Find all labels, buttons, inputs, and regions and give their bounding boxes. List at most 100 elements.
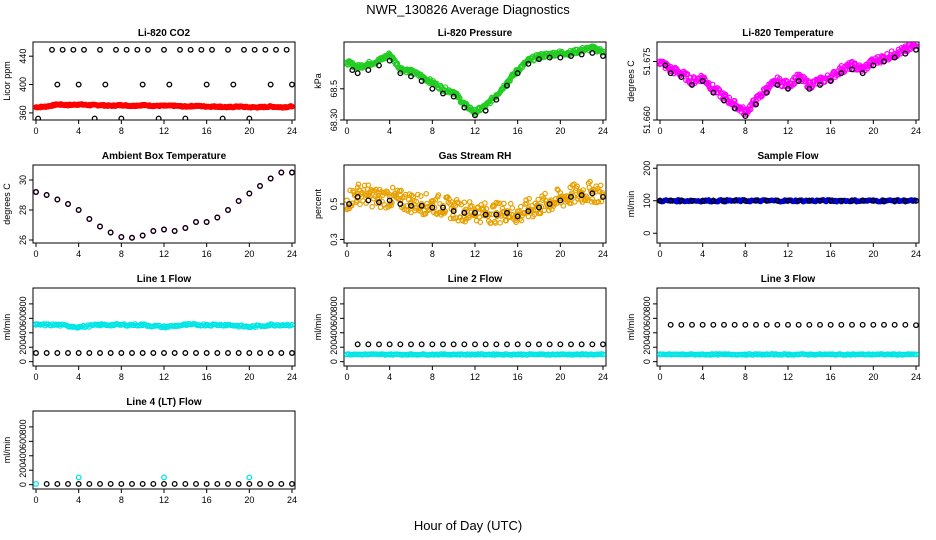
- data-point: [139, 102, 146, 109]
- data-point: [450, 208, 457, 215]
- data-point: [177, 46, 183, 53]
- band-point: [388, 202, 394, 209]
- data-point: [472, 341, 478, 348]
- data-point: [182, 103, 189, 110]
- data-point: [429, 201, 436, 207]
- data-point: [107, 102, 114, 109]
- data-point: [118, 350, 125, 356]
- x-tick-label: 4: [700, 249, 705, 259]
- panel-title: Line 3 Flow: [761, 274, 816, 285]
- y-tick-label: 400: [18, 325, 28, 340]
- series-1: [33, 169, 295, 241]
- x-tick-label: 20: [244, 249, 254, 259]
- data-point: [107, 350, 114, 356]
- data-point: [397, 341, 404, 348]
- data-point: [838, 321, 845, 328]
- data-point: [600, 351, 606, 358]
- y-tick-label: 0: [18, 359, 28, 364]
- data-point: [257, 183, 263, 189]
- band-point: [497, 220, 503, 226]
- data-point: [54, 350, 61, 356]
- data-point: [731, 321, 738, 328]
- data-point: [774, 78, 781, 84]
- data-point: [344, 59, 350, 66]
- data-point: [43, 350, 50, 356]
- data-point: [578, 351, 585, 358]
- data-point: [235, 350, 242, 356]
- series-2: [346, 190, 606, 220]
- data-point: [365, 192, 372, 199]
- data-point: [354, 70, 361, 77]
- band-point: [469, 203, 475, 210]
- series-2: [33, 350, 295, 356]
- band-point: [513, 219, 519, 226]
- data-point: [742, 321, 749, 328]
- panel-10: Line 4 (LT) Flow ml/min 0 4 8 12 16 20 24 0 200400…: [2, 397, 297, 505]
- data-point: [161, 102, 167, 109]
- data-point: [902, 46, 909, 53]
- data-point: [171, 480, 178, 487]
- y-tick-label: 800: [329, 296, 339, 311]
- data-point: [386, 193, 393, 200]
- x-tick-label: 20: [244, 126, 254, 136]
- x-tick-label: 24: [287, 372, 297, 382]
- data-point: [913, 351, 919, 358]
- data-point: [699, 197, 706, 204]
- data-point: [849, 321, 855, 328]
- data-point: [795, 74, 802, 81]
- band-point: [574, 183, 580, 190]
- data-point: [171, 102, 178, 109]
- data-point: [578, 51, 585, 58]
- data-point: [849, 197, 855, 204]
- y-tick-label: 200: [18, 340, 28, 355]
- data-point: [86, 480, 93, 487]
- data-point: [33, 321, 39, 328]
- data-point: [763, 351, 770, 358]
- series-1: [344, 43, 606, 117]
- y-tick-label: 0.3: [329, 233, 339, 246]
- x-tick-label: 8: [119, 372, 124, 382]
- data-point: [568, 193, 574, 200]
- data-point: [678, 70, 685, 77]
- data-point: [699, 351, 706, 358]
- data-point: [289, 81, 295, 88]
- data-point: [65, 480, 71, 487]
- data-point: [246, 350, 253, 356]
- data-point: [376, 341, 382, 348]
- data-point: [267, 321, 274, 328]
- data-point: [817, 321, 823, 328]
- data-point: [257, 350, 263, 356]
- band-point: [509, 205, 516, 211]
- data-point: [667, 321, 674, 328]
- series-2: [33, 169, 295, 241]
- panel-title: Li-820 Pressure: [438, 28, 513, 39]
- x-axis-title: Hour of Day (UTC): [413, 518, 523, 533]
- data-point: [193, 480, 199, 487]
- data-point: [349, 67, 356, 74]
- data-point: [827, 74, 834, 81]
- data-point: [257, 480, 263, 487]
- data-point: [568, 53, 574, 59]
- band-point: [572, 199, 578, 205]
- data-point: [150, 480, 157, 487]
- y-tick-label: 68.30: [329, 109, 339, 132]
- data-point: [440, 204, 446, 211]
- data-point: [75, 480, 82, 487]
- data-point: [166, 81, 173, 88]
- x-tick-label: 16: [202, 495, 212, 505]
- y-tick-label: 360: [18, 105, 28, 120]
- data-point: [742, 197, 749, 204]
- y-axis-label: Licor ppm: [2, 61, 12, 101]
- data-point: [493, 96, 500, 103]
- data-point: [43, 480, 50, 487]
- data-point: [838, 197, 845, 204]
- band-point: [542, 190, 548, 197]
- data-point: [267, 81, 274, 88]
- data-point: [182, 480, 189, 487]
- data-point: [806, 351, 813, 358]
- band-point: [518, 217, 525, 224]
- data-point: [493, 341, 500, 348]
- data-point: [246, 324, 253, 330]
- data-point: [450, 341, 457, 348]
- data-point: [699, 74, 706, 81]
